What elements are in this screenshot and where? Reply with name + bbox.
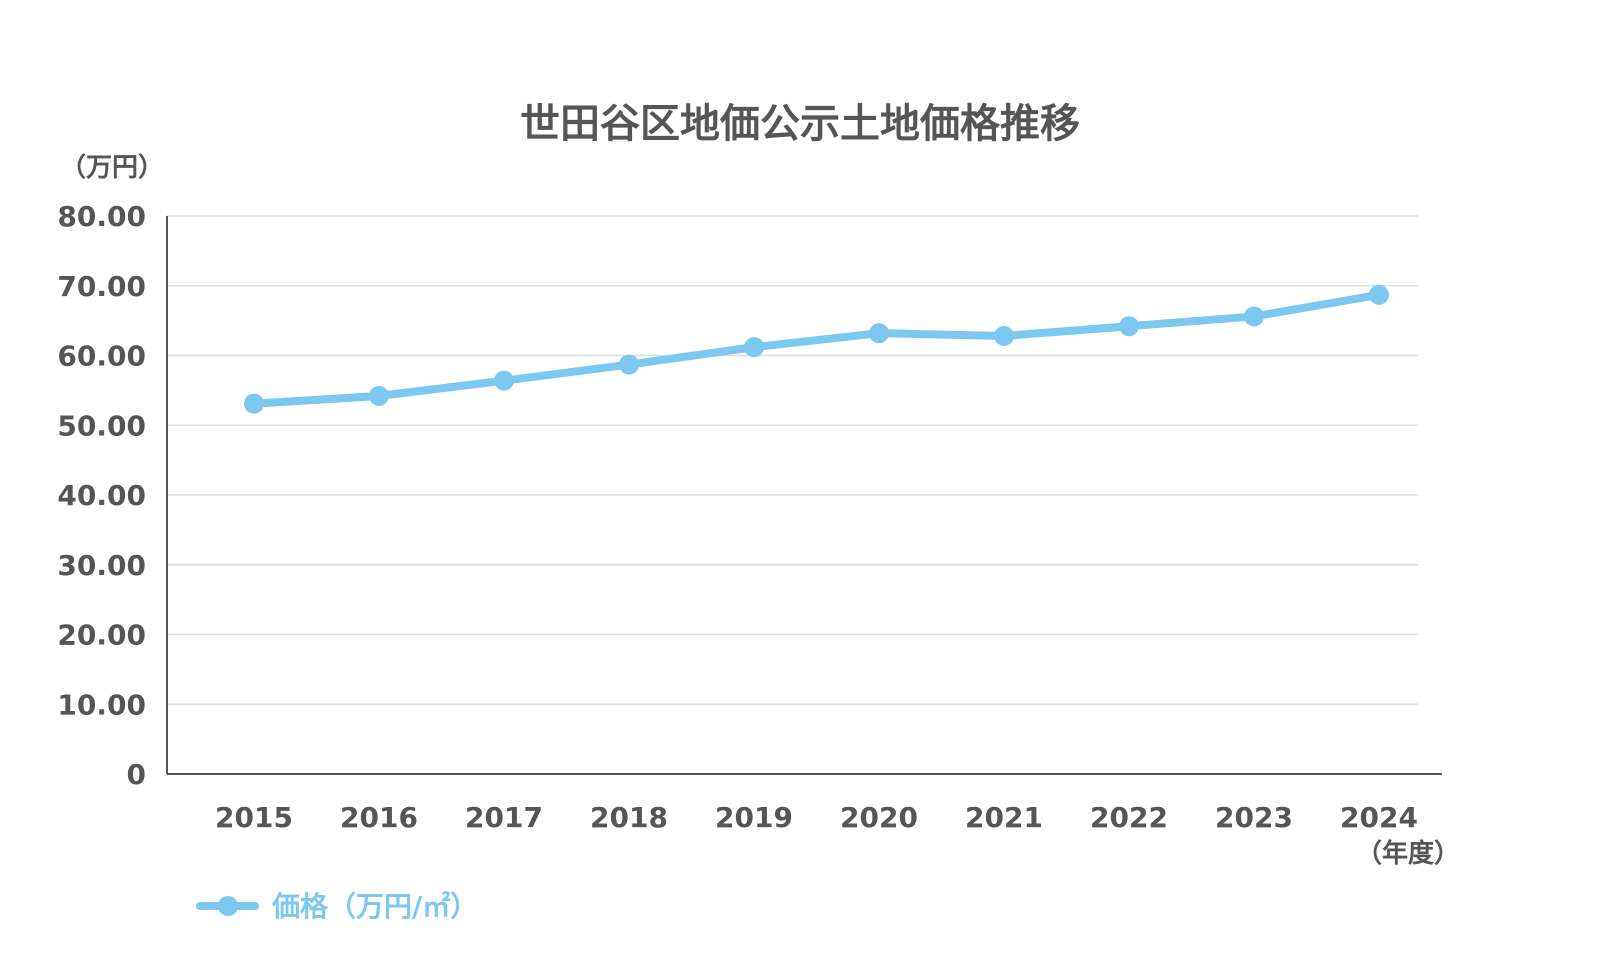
data-point [244,393,264,414]
series-layer [244,284,1389,414]
legend: 価格（万円/㎡） [196,890,478,923]
y-tick-label: 40.00 [57,479,146,512]
y-tick-label: 30.00 [57,549,146,582]
series-line [250,290,1383,408]
data-point [869,323,889,344]
x-tick-label: 2020 [840,801,918,834]
y-axis-unit-label: （万円） [60,153,164,183]
x-tick-label: 2021 [965,801,1043,834]
y-tick-label: 80.00 [57,200,146,233]
y-tick-label: 50.00 [57,409,146,442]
y-axis-ticks: 0 10.00 20.00 30.00 40.00 50.00 60.00 70.00 80.0… [57,200,146,791]
x-axis-ticks: 2015 2016 2017 2018 2019 2020 2021 2022 2023 2024 [215,801,1418,834]
x-axis-unit-label: （年度） [1356,838,1460,869]
x-tick-label: 2015 [215,801,293,834]
chart-title: 世田谷区地価公示土地価格推移 [520,101,1080,147]
grid-lines [167,215,1418,705]
y-tick-label: 10.00 [57,688,146,721]
y-tick-label: 20.00 [57,619,146,652]
data-point [1369,284,1389,305]
data-point [994,325,1014,346]
legend-marker [218,896,238,916]
x-tick-label: 2016 [340,801,418,834]
x-tick-label: 2018 [590,801,668,834]
x-tick-label: 2023 [1215,801,1293,834]
x-tick-label: 2017 [465,801,543,834]
data-point [744,337,764,358]
y-tick-label: 0 [127,758,146,791]
data-point [1244,306,1264,327]
x-tick-label: 2022 [1090,801,1168,834]
legend-label: 価格（万円/㎡） [271,890,478,923]
x-tick-label: 2019 [715,801,793,834]
data-point [494,370,514,391]
data-point [619,354,639,375]
data-point [369,385,389,406]
x-tick-label: 2024 [1340,801,1418,834]
y-tick-label: 60.00 [57,340,146,373]
data-point [1119,316,1139,337]
y-tick-label: 70.00 [57,270,146,303]
